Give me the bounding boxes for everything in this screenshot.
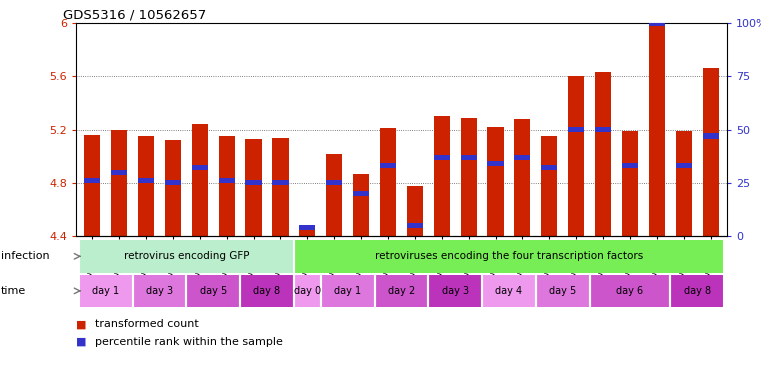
- Bar: [536, 275, 590, 307]
- Bar: [240, 275, 294, 307]
- Text: day 4: day 4: [495, 286, 523, 296]
- Text: infection: infection: [1, 251, 49, 262]
- Text: time: time: [1, 286, 26, 296]
- Bar: [514, 155, 530, 160]
- Bar: [321, 275, 374, 307]
- Text: ■: ■: [76, 319, 87, 329]
- Bar: [434, 155, 450, 160]
- Bar: [702, 68, 718, 236]
- Bar: [374, 275, 428, 307]
- Bar: [299, 227, 315, 236]
- Bar: [353, 174, 369, 236]
- Bar: [138, 178, 154, 183]
- Bar: [649, 26, 665, 236]
- Text: day 2: day 2: [388, 286, 415, 296]
- Bar: [165, 180, 181, 185]
- Bar: [482, 275, 536, 307]
- Bar: [111, 129, 127, 236]
- Bar: [218, 136, 234, 236]
- Text: day 3: day 3: [146, 286, 173, 296]
- Bar: [488, 161, 504, 166]
- Bar: [676, 131, 692, 236]
- Bar: [326, 180, 342, 185]
- Bar: [488, 127, 504, 236]
- Bar: [622, 131, 638, 236]
- Bar: [299, 225, 315, 230]
- Bar: [434, 116, 450, 236]
- Bar: [272, 180, 288, 185]
- Bar: [186, 275, 240, 307]
- Bar: [272, 137, 288, 236]
- Bar: [407, 223, 423, 228]
- Text: day 5: day 5: [549, 286, 576, 296]
- Bar: [192, 124, 208, 236]
- Bar: [132, 275, 186, 307]
- Text: day 0: day 0: [294, 286, 321, 296]
- Bar: [84, 178, 100, 183]
- Text: day 8: day 8: [683, 286, 711, 296]
- Bar: [246, 180, 262, 185]
- Bar: [568, 127, 584, 132]
- Bar: [407, 185, 423, 236]
- Text: percentile rank within the sample: percentile rank within the sample: [95, 337, 283, 347]
- Bar: [541, 136, 557, 236]
- Bar: [246, 139, 262, 236]
- Bar: [84, 135, 100, 236]
- Bar: [294, 240, 724, 273]
- Bar: [460, 155, 476, 160]
- Text: day 3: day 3: [441, 286, 469, 296]
- Bar: [676, 163, 692, 168]
- Bar: [111, 170, 127, 175]
- Bar: [353, 191, 369, 196]
- Bar: [380, 163, 396, 168]
- Bar: [192, 166, 208, 170]
- Text: ■: ■: [76, 337, 87, 347]
- Bar: [326, 154, 342, 236]
- Bar: [428, 275, 482, 307]
- Bar: [670, 275, 724, 307]
- Text: day 6: day 6: [616, 286, 644, 296]
- Bar: [218, 178, 234, 183]
- Bar: [541, 166, 557, 170]
- Bar: [138, 136, 154, 236]
- Bar: [79, 240, 294, 273]
- Text: transformed count: transformed count: [95, 319, 199, 329]
- Text: day 1: day 1: [92, 286, 119, 296]
- Bar: [622, 163, 638, 168]
- Bar: [595, 127, 611, 132]
- Bar: [380, 128, 396, 236]
- Bar: [568, 76, 584, 236]
- Bar: [514, 119, 530, 236]
- Text: day 8: day 8: [253, 286, 281, 296]
- Bar: [79, 275, 132, 307]
- Text: retrovirus encoding GFP: retrovirus encoding GFP: [123, 251, 249, 262]
- Bar: [590, 275, 670, 307]
- Text: GDS5316 / 10562657: GDS5316 / 10562657: [63, 9, 206, 22]
- Text: day 5: day 5: [199, 286, 227, 296]
- Bar: [649, 20, 665, 26]
- Bar: [460, 118, 476, 236]
- Bar: [165, 140, 181, 236]
- Bar: [294, 275, 321, 307]
- Text: day 1: day 1: [334, 286, 361, 296]
- Text: retroviruses encoding the four transcription factors: retroviruses encoding the four transcrip…: [375, 251, 643, 262]
- Bar: [702, 134, 718, 139]
- Bar: [595, 72, 611, 236]
